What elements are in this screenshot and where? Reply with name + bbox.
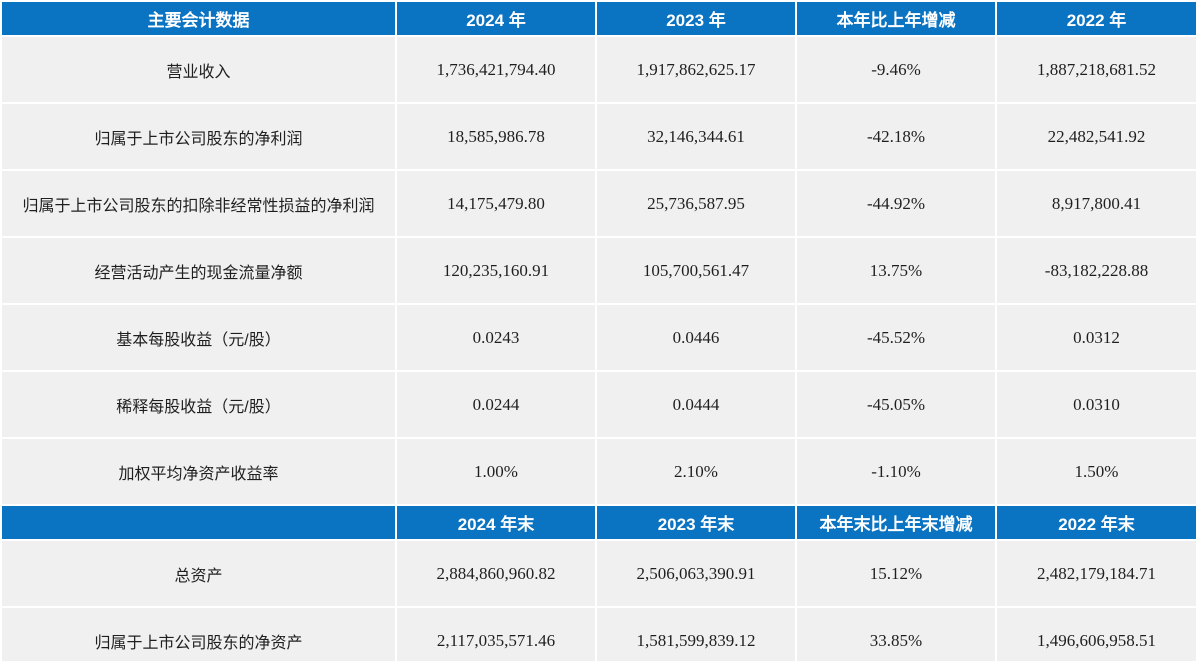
col-header-2023: 2023 年 <box>597 2 795 35</box>
value-2022: 1,887,218,681.52 <box>997 37 1196 102</box>
value-change: -42.18% <box>797 104 995 169</box>
value-change: 13.75% <box>797 238 995 303</box>
col-header-blank <box>2 506 395 539</box>
col-header-main-accounting-data: 主要会计数据 <box>2 2 395 35</box>
col-header-2022-end: 2022 年末 <box>997 506 1196 539</box>
value-2023: 2.10% <box>597 439 795 504</box>
value-2024: 1.00% <box>397 439 595 504</box>
value-2023: 0.0446 <box>597 305 795 370</box>
value-2023: 0.0444 <box>597 372 795 437</box>
value-2023: 32,146,344.61 <box>597 104 795 169</box>
value-change: 33.85% <box>797 608 995 661</box>
value-2022: 1.50% <box>997 439 1196 504</box>
value-change: -45.52% <box>797 305 995 370</box>
value-2023-end: 1,581,599,839.12 <box>597 608 795 661</box>
col-header-2024-end: 2024 年末 <box>397 506 595 539</box>
value-2024: 0.0244 <box>397 372 595 437</box>
row-label: 基本每股收益（元/股） <box>2 305 395 370</box>
value-2022: 22,482,541.92 <box>997 104 1196 169</box>
row-label: 归属于上市公司股东的净资产 <box>2 608 395 661</box>
value-2022: -83,182,228.88 <box>997 238 1196 303</box>
annual-header-row: 主要会计数据 2024 年 2023 年 本年比上年增减 2022 年 <box>2 2 1196 35</box>
value-2024-end: 2,117,035,571.46 <box>397 608 595 661</box>
row-label: 经营活动产生的现金流量净额 <box>2 238 395 303</box>
table-row-total-assets: 总资产 2,884,860,960.82 2,506,063,390.91 15… <box>2 541 1196 606</box>
table-row-operating-cash-flow: 经营活动产生的现金流量净额 120,235,160.91 105,700,561… <box>2 238 1196 303</box>
row-label: 归属于上市公司股东的净利润 <box>2 104 395 169</box>
year-end-header-row: 2024 年末 2023 年末 本年末比上年末增减 2022 年末 <box>2 506 1196 539</box>
value-2022-end: 2,482,179,184.71 <box>997 541 1196 606</box>
value-2022: 0.0310 <box>997 372 1196 437</box>
value-change: -45.05% <box>797 372 995 437</box>
col-header-2024: 2024 年 <box>397 2 595 35</box>
value-2022: 8,917,800.41 <box>997 171 1196 236</box>
value-change: 15.12% <box>797 541 995 606</box>
table-row-net-profit: 归属于上市公司股东的净利润 18,585,986.78 32,146,344.6… <box>2 104 1196 169</box>
value-2022-end: 1,496,606,958.51 <box>997 608 1196 661</box>
row-label: 营业收入 <box>2 37 395 102</box>
row-label: 稀释每股收益（元/股） <box>2 372 395 437</box>
col-header-yearend-change: 本年末比上年末增减 <box>797 506 995 539</box>
row-label: 总资产 <box>2 541 395 606</box>
col-header-yoy-change: 本年比上年增减 <box>797 2 995 35</box>
value-change: -1.10% <box>797 439 995 504</box>
value-2023-end: 2,506,063,390.91 <box>597 541 795 606</box>
row-label: 加权平均净资产收益率 <box>2 439 395 504</box>
table-row-net-assets: 归属于上市公司股东的净资产 2,117,035,571.46 1,581,599… <box>2 608 1196 661</box>
value-2024: 120,235,160.91 <box>397 238 595 303</box>
value-2023: 25,736,587.95 <box>597 171 795 236</box>
row-label: 归属于上市公司股东的扣除非经常性损益的净利润 <box>2 171 395 236</box>
value-2023: 105,700,561.47 <box>597 238 795 303</box>
table-row-basic-eps: 基本每股收益（元/股） 0.0243 0.0446 -45.52% 0.0312 <box>2 305 1196 370</box>
table-row-operating-revenue: 营业收入 1,736,421,794.40 1,917,862,625.17 -… <box>2 37 1196 102</box>
value-change: -44.92% <box>797 171 995 236</box>
value-2024-end: 2,884,860,960.82 <box>397 541 595 606</box>
value-change: -9.46% <box>797 37 995 102</box>
col-header-2023-end: 2023 年末 <box>597 506 795 539</box>
col-header-2022: 2022 年 <box>997 2 1196 35</box>
value-2022: 0.0312 <box>997 305 1196 370</box>
value-2024: 1,736,421,794.40 <box>397 37 595 102</box>
value-2023: 1,917,862,625.17 <box>597 37 795 102</box>
table-row-weighted-avg-roe: 加权平均净资产收益率 1.00% 2.10% -1.10% 1.50% <box>2 439 1196 504</box>
table-row-diluted-eps: 稀释每股收益（元/股） 0.0244 0.0444 -45.05% 0.0310 <box>2 372 1196 437</box>
value-2024: 14,175,479.80 <box>397 171 595 236</box>
table-row-net-profit-excl-nonrecurring: 归属于上市公司股东的扣除非经常性损益的净利润 14,175,479.80 25,… <box>2 171 1196 236</box>
value-2024: 18,585,986.78 <box>397 104 595 169</box>
value-2024: 0.0243 <box>397 305 595 370</box>
